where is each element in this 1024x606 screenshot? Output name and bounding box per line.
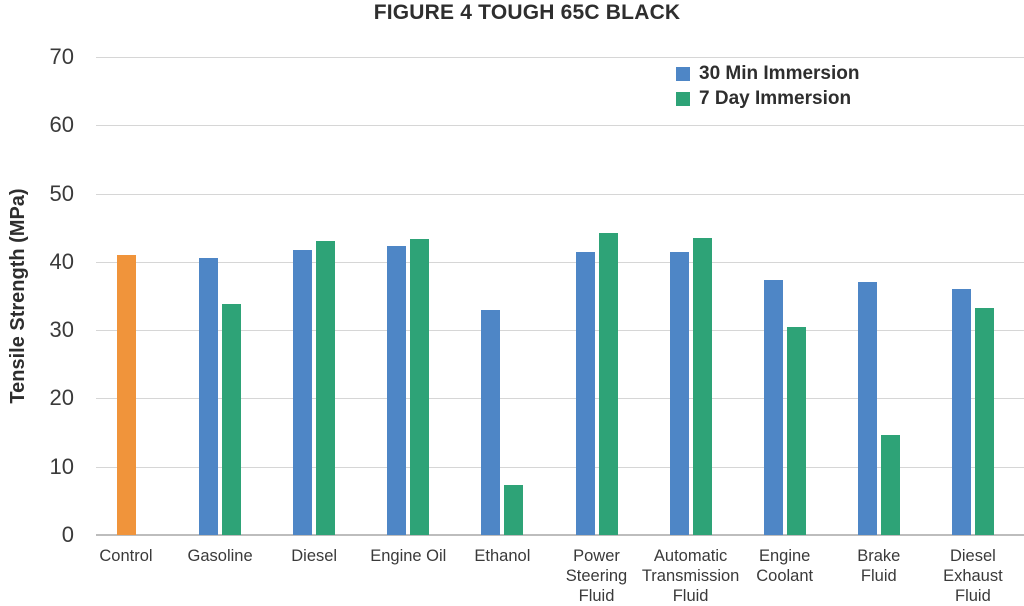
y-tick-label-10: 10	[49, 453, 74, 479]
bar-30-min-diesel-exhaust-fluid	[951, 289, 971, 535]
chart-title: FIGURE 4 TOUGH 65C BLACK	[373, 1, 681, 24]
bar-30-min-gasoline	[199, 257, 219, 535]
legend-item-7-day-immersion: 7 Day Immersion	[676, 88, 860, 110]
y-tick-label-0: 0	[61, 522, 74, 547]
x-tick-label-ethanol: Ethanol	[474, 547, 531, 565]
bar-30-min-brake-fluid	[857, 281, 877, 535]
x-tick-label-gasoline: Gasoline	[187, 547, 253, 565]
y-tick-label-70: 70	[49, 44, 74, 69]
bar-control	[116, 255, 136, 535]
y-tick-label-40: 40	[49, 248, 74, 274]
x-tick-label-engine-oil: Engine Oil	[370, 547, 447, 565]
gridline-70	[96, 57, 1024, 58]
legend-label-7-day: 7 Day Immersion	[699, 88, 852, 109]
y-tick-label-20: 20	[49, 385, 74, 411]
legend-item-30-min-immersion: 30 Min Immersion	[676, 63, 860, 85]
y-tick-label-60: 60	[49, 112, 74, 138]
legend: 30 Min Immersion 7 Day Immersion	[676, 63, 860, 113]
bar-7-day-engine-coolant	[786, 326, 806, 535]
gridline-30	[96, 330, 1024, 332]
gridline-10	[96, 466, 1024, 468]
x-tick-label-diesel-exhaust-fluid: Diesel Exhaust Fluid	[943, 547, 1003, 606]
legend-swatch-30-min-icon	[676, 67, 690, 81]
bar-7-day-power-steering-fluid	[598, 233, 618, 535]
gridline-60	[96, 125, 1024, 127]
bar-30-min-engine-coolant	[763, 280, 783, 535]
bar-7-day-ethanol	[504, 485, 524, 535]
gridline-40	[96, 261, 1024, 263]
bar-7-day-automatic-transmission-fluid	[692, 237, 712, 535]
x-tick-label-power-steering-fluid: Power Steering Fluid	[565, 547, 628, 606]
bar-30-min-power-steering-fluid	[575, 252, 595, 535]
bar-7-day-diesel	[316, 241, 336, 535]
legend-label-30-min: 30 Min Immersion	[699, 63, 860, 84]
bar-7-day-engine-oil	[410, 238, 430, 535]
x-axis-line	[96, 534, 1024, 536]
x-tick-label-brake-fluid: Brake Fluid	[857, 547, 901, 586]
x-tick-label-control: Control	[99, 547, 153, 565]
bar-7-day-brake-fluid	[880, 434, 900, 535]
bar-7-day-gasoline	[222, 303, 242, 535]
bar-7-day-diesel-exhaust-fluid	[974, 308, 994, 535]
y-tick-label-50: 50	[49, 180, 74, 206]
bar-30-min-automatic-transmission-fluid	[669, 252, 689, 535]
legend-swatch-7-day-icon	[676, 92, 690, 106]
x-tick-label-engine-coolant: Engine Coolant	[756, 547, 814, 586]
x-tick-label-automatic-transmission-fluid: Automatic Transmission Fluid	[641, 547, 740, 606]
bar-30-min-ethanol	[481, 309, 501, 535]
x-tick-label-diesel: Diesel	[291, 547, 338, 565]
bar-30-min-engine-oil	[387, 246, 407, 535]
gridline-20	[96, 398, 1024, 400]
y-tick-label-30: 30	[49, 317, 74, 343]
bar-30-min-diesel	[293, 249, 313, 535]
gridline-50	[96, 193, 1024, 195]
